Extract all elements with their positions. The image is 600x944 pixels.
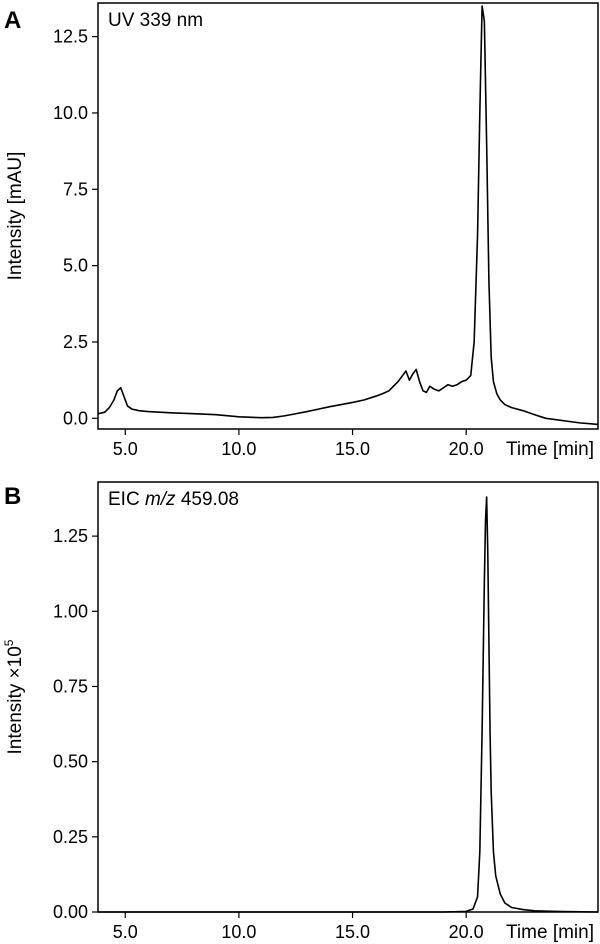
y-tick-label: 1.25 [53,526,88,546]
chromatogram-trace [97,5,599,426]
panel-letter: A [4,7,21,34]
y-axis-label: Intensity ×105 [2,639,26,754]
x-axis-label: Time [min] [506,439,594,460]
y-tick-label: 0.50 [53,752,88,772]
y-tick-label: 10.0 [53,103,88,123]
y-tick-label: 5.0 [63,256,88,276]
y-axis-label: Intensity [mAU] [5,152,26,281]
y-tick-label: 0.25 [53,827,88,847]
y-tick-label: 0.00 [53,902,88,922]
y-tick-label: 7.5 [63,179,88,199]
x-axis-label: Time [min] [506,922,594,943]
y-tick-label: 0.75 [53,676,88,696]
x-tick-label: 10.0 [221,922,256,942]
panel-title: EIC m/z 459.08 [108,489,239,510]
y-tick-label: 2.5 [63,332,88,352]
x-tick-label: 10.0 [221,439,256,459]
y-tick-label: 1.00 [53,601,88,621]
x-tick-label: 20.0 [449,439,484,459]
panel-title: UV 339 nm [108,10,203,31]
x-tick-label: 15.0 [335,922,370,942]
x-tick-label: 20.0 [449,922,484,942]
x-tick-label: 15.0 [335,439,370,459]
x-tick-label: 5.0 [113,922,138,942]
plot-frame [97,481,599,913]
y-tick-label: 0.0 [63,408,88,428]
panel-b: B EIC m/z 459.08 0.00 0.25 0.50 0.75 1.00 1.25 5… [2,481,599,943]
y-tick-label: 12.5 [53,27,88,47]
x-tick-label: 5.0 [113,439,138,459]
chromatogram-trace [98,496,599,913]
panel-a: A UV 339 nm 0.0 2.5 5.0 7.5 10.0 12.5 5.0 10.0 15.… [4,2,599,460]
plot-frame [97,2,599,430]
panel-letter: B [4,483,21,510]
